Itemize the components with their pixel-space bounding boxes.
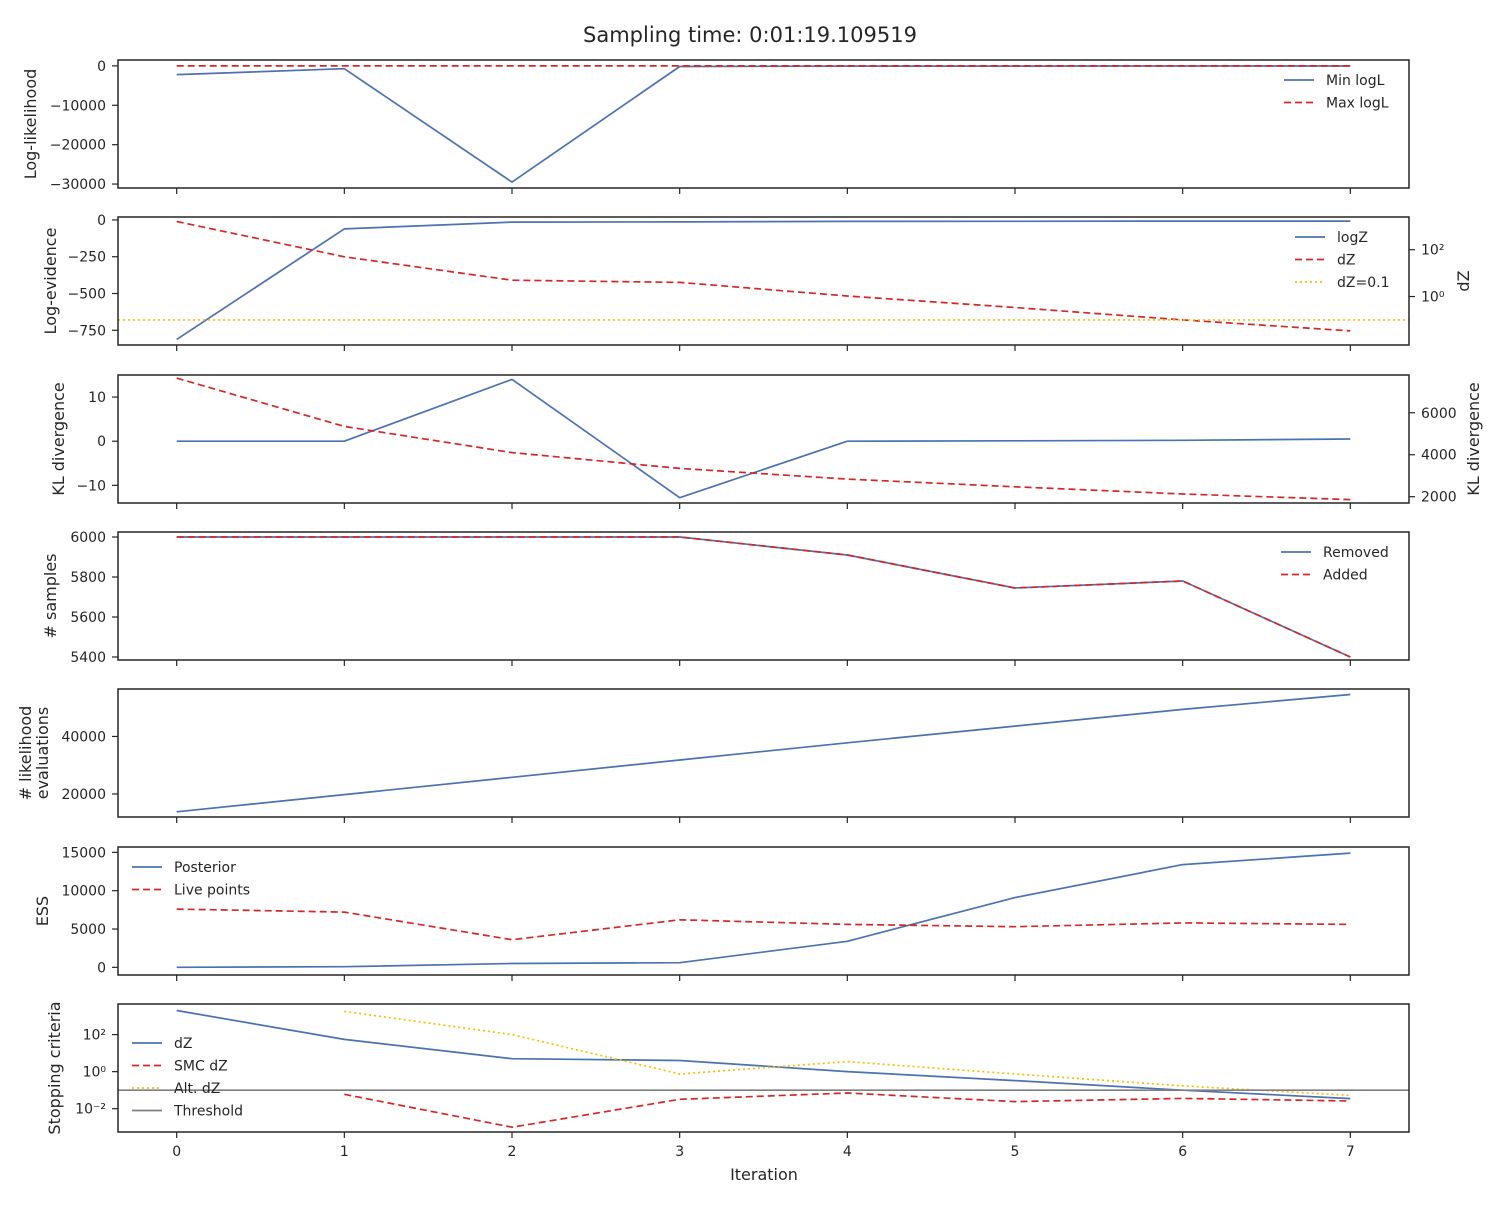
series-smc-dz-line (344, 1093, 1350, 1127)
x-tick-label: 4 (843, 1144, 852, 1160)
y-tick-label: 10² (83, 1028, 106, 1044)
legend-label: Live points (174, 883, 250, 899)
y-tick-label: 10⁻² (75, 1102, 106, 1118)
y-axis-title: Stopping criteria (45, 1001, 64, 1134)
x-tick-label: 3 (675, 1144, 684, 1160)
x-tick-label: 2 (508, 1144, 517, 1160)
y-right-axis-title: KL divergence (1464, 382, 1483, 495)
series-live-points-line (177, 909, 1351, 940)
y-tick-label: −20000 (50, 138, 106, 154)
legend-label: Max logL (1326, 96, 1389, 112)
y-tick-label: 0 (97, 213, 106, 229)
series-posterior-line (177, 853, 1351, 967)
legend-label: Removed (1323, 545, 1389, 561)
y-tick-label: 5800 (70, 570, 106, 586)
series-added-line (177, 537, 1351, 657)
y-tick-label: −250 (68, 250, 106, 266)
x-tick-label: 6 (1178, 1144, 1187, 1160)
panel-6: 15000 10000 5000 0 ESS Posterior Live points (33, 845, 1409, 981)
x-tick-label: 5 (1011, 1144, 1020, 1160)
y-tick-label: 0 (97, 960, 106, 976)
y-tick-label: −500 (68, 287, 106, 303)
legend-label: dZ (174, 1036, 192, 1052)
legend-label: SMC dZ (174, 1059, 228, 1075)
y-right-axis-title: dZ (1454, 270, 1473, 291)
legend-label: Min logL (1326, 73, 1385, 89)
y-right-tick-label: 10⁰ (1421, 290, 1445, 306)
y-tick-label: 5600 (70, 610, 106, 626)
y-tick-label: 10⁰ (83, 1065, 107, 1081)
y-tick-label: 5400 (70, 650, 106, 666)
legend-label: dZ (1337, 253, 1355, 269)
series-min-logl-line (177, 66, 1351, 182)
y-tick-label: 20000 (61, 787, 106, 803)
y-tick-label: 5000 (70, 922, 106, 938)
figure-title: Sampling time: 0:01:19.109519 (583, 23, 917, 47)
legend-label: Posterior (174, 860, 236, 876)
y-right-tick-label: 2000 (1421, 490, 1457, 506)
panel-7: 10² 10⁰ 10⁻² Stopping criteria dZ SMC dZ Alt. … (45, 1001, 1409, 1138)
y-axis-title: # samples (41, 554, 60, 639)
series-alt-dz-line (344, 1011, 1350, 1095)
y-tick-label: 0 (97, 59, 106, 75)
y-tick-label: 0 (97, 434, 106, 450)
panel-2: 0 −250 −500 −750 10² 10⁰ Log-evidence dZ logZ dZ d… (41, 213, 1473, 351)
y-axis-title: KL divergence (49, 382, 68, 495)
panel-4: 6000 5800 5600 5400 # samples Removed Added (41, 530, 1409, 666)
series-logz-line (177, 221, 1351, 339)
x-axis-title: Iteration (730, 1165, 798, 1184)
series-removed-line (177, 537, 1351, 657)
y-right-tick-label: 10² (1421, 243, 1444, 259)
axes-frame (118, 217, 1409, 345)
legend-label: Alt. dZ (174, 1081, 220, 1097)
legend-label: logZ (1337, 230, 1368, 246)
legend-label: Added (1323, 568, 1368, 584)
x-tick-label: 1 (340, 1144, 349, 1160)
y-tick-label: 40000 (61, 729, 106, 745)
legend-label: dZ=0.1 (1337, 275, 1389, 291)
y-tick-label: −10000 (50, 98, 106, 114)
series-line-1-line (177, 379, 1351, 497)
y-axis-title: Log-evidence (41, 228, 60, 335)
y-right-tick-label: 4000 (1421, 448, 1457, 464)
axes-frame (118, 60, 1409, 188)
x-tick-label: 0 (172, 1144, 181, 1160)
y-right-tick-label: 6000 (1421, 406, 1457, 422)
series-line-1-line (177, 695, 1351, 812)
series-dz-line (177, 1011, 1351, 1099)
y-tick-label: 10000 (61, 884, 106, 900)
y-axis-title-line2: evaluations (33, 707, 52, 800)
panel-3: 10 0 −10 6000 4000 2000 KL divergence KL diverg… (49, 375, 1483, 509)
y-tick-label: 10 (88, 390, 106, 406)
y-tick-label: 6000 (70, 530, 106, 546)
panel-1: 0 −10000 −20000 −30000 Log-likelihood Min log… (21, 59, 1409, 194)
y-tick-label: −30000 (50, 177, 106, 193)
y-tick-label: −10 (76, 478, 106, 494)
x-tick-label: 7 (1346, 1144, 1355, 1160)
y-tick-label: 15000 (61, 845, 106, 861)
legend-label: Threshold (173, 1104, 243, 1120)
y-tick-label: −750 (68, 323, 106, 339)
y-axis-title: Log-likelihood (21, 69, 40, 180)
axes-frame (118, 375, 1409, 503)
y-axis-title: ESS (33, 896, 52, 926)
series-dz-line (177, 222, 1351, 331)
